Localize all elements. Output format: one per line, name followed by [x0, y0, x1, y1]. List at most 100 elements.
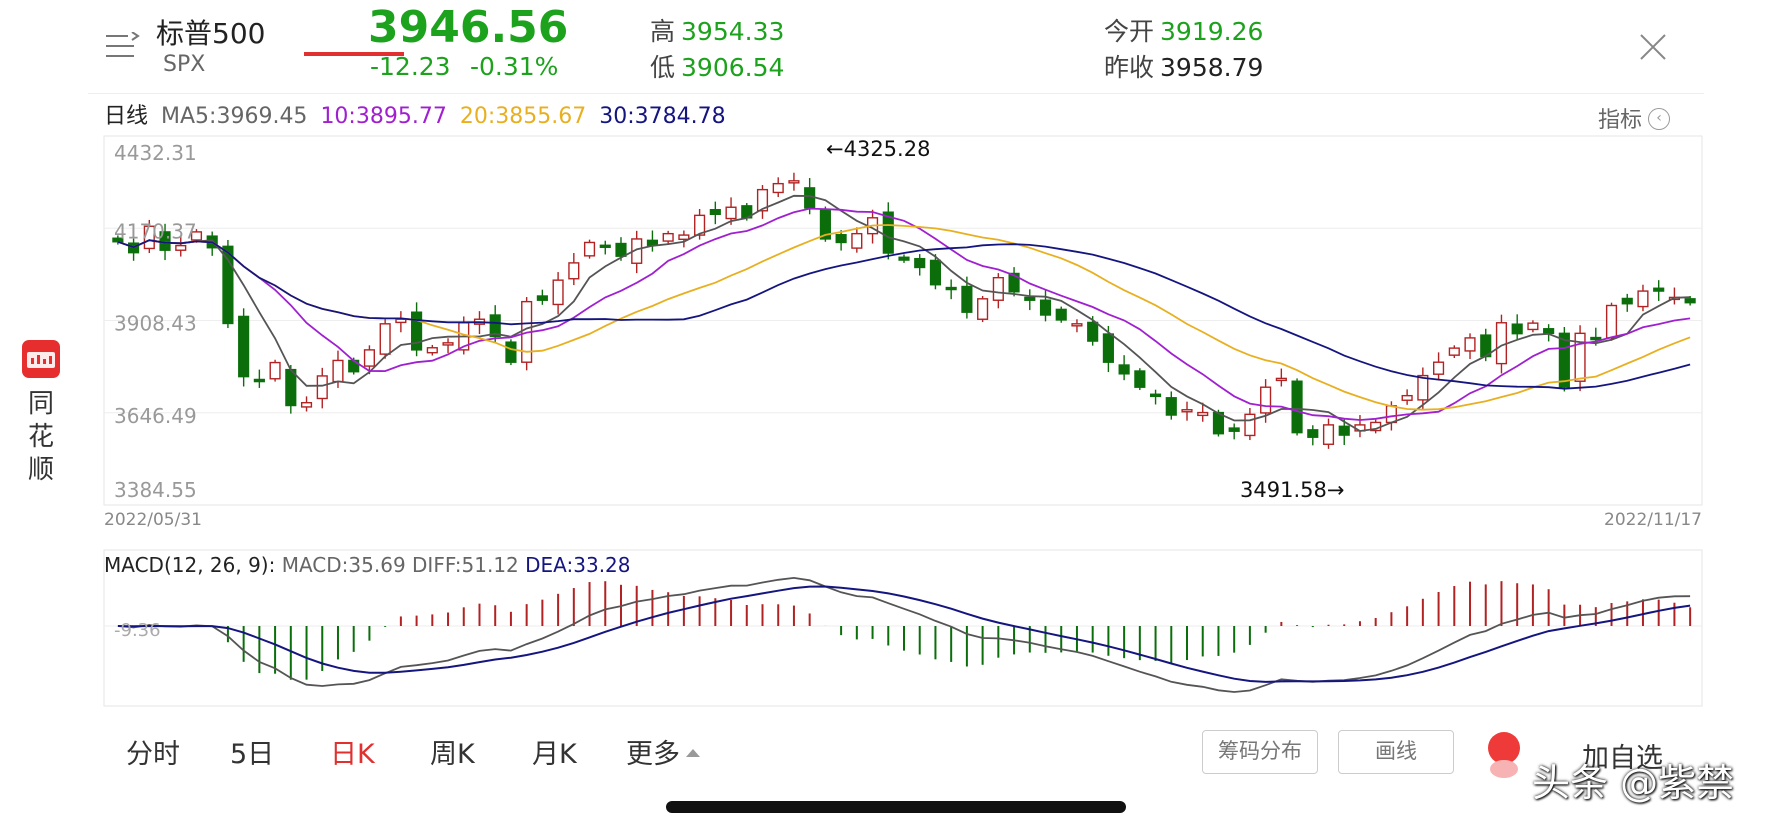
candle-down: [1118, 364, 1130, 375]
price-change-pct: -0.31%: [470, 52, 559, 81]
candle-down: [222, 245, 234, 325]
candle-up: [1401, 394, 1413, 401]
app-logo-icon[interactable]: [22, 340, 60, 378]
prev-close-label: 昨收: [1104, 53, 1155, 82]
candle-down: [1590, 336, 1602, 341]
candle-down: [1653, 287, 1665, 292]
candle-up: [725, 206, 737, 220]
kline-chart[interactable]: 4432.31 4170.37 3908.43 3646.49 3384.55 2022/…: [0, 0, 1792, 730]
candle-down: [914, 257, 926, 269]
candle-down: [1621, 297, 1633, 305]
candle-up: [1197, 411, 1209, 417]
ma10-label: 10:3895.77: [320, 104, 447, 129]
candle-down: [505, 341, 517, 363]
candle-up: [190, 231, 203, 241]
active-tab-underline: [304, 52, 404, 56]
low-value: 3906.54: [681, 53, 785, 82]
candle-up: [175, 244, 187, 251]
ma30-label: 30:3784.78: [599, 104, 726, 129]
candle-up: [1181, 409, 1193, 413]
diff-line: [117, 576, 1691, 693]
candle-up: [1433, 361, 1445, 375]
draw-line-button[interactable]: 画线: [1338, 730, 1454, 774]
home-indicator[interactable]: [666, 801, 1126, 813]
tab-intraday[interactable]: 分时: [126, 739, 180, 770]
macd-frame: [103, 549, 1703, 707]
chart-labels: 4432.31 4170.37 3908.43 3646.49 3384.55 2022/…: [104, 137, 1702, 641]
candle-up: [1244, 413, 1256, 437]
candle-down: [1307, 429, 1319, 438]
candle-up: [442, 342, 454, 346]
tab-more[interactable]: 更多: [626, 732, 700, 771]
low-stat: 低 3906.54: [650, 48, 784, 84]
chip-distribution-button[interactable]: 筹码分布: [1202, 730, 1318, 774]
candle-up: [851, 232, 863, 249]
candle-up: [583, 241, 596, 257]
menu-icon[interactable]: [106, 32, 140, 60]
candle-up: [977, 298, 989, 320]
close-icon[interactable]: [1638, 32, 1668, 62]
ma20-label: 20:3855.67: [459, 104, 587, 129]
add-favorite-button[interactable]: 加自选: [1582, 743, 1663, 774]
candle-down: [1087, 321, 1099, 342]
candle-down: [1291, 380, 1303, 434]
open-label: 今开: [1104, 17, 1155, 46]
candle-up: [1275, 377, 1287, 382]
tab-daily-k[interactable]: 日K: [330, 739, 375, 770]
candle-up: [1605, 304, 1618, 339]
candle-up: [316, 375, 328, 400]
candle-down: [1684, 298, 1696, 304]
y-tick-label: 3646.49: [114, 404, 197, 428]
macd-legend: MACD(12, 26, 9): MACD:35.69 DIFF:51.12 D…: [104, 553, 631, 577]
macd-y-tick: -9.36: [114, 620, 161, 641]
candle-down: [1102, 333, 1114, 363]
indicator-label: 指标: [1598, 108, 1643, 133]
ma5-label: MA5:3969.45: [161, 104, 308, 129]
candle-down: [285, 368, 297, 407]
candle-down: [945, 286, 957, 291]
macd-legend-item: DEA:33.28: [519, 553, 631, 577]
prev-close-stat: 昨收 3958.79: [1104, 48, 1263, 84]
candle-down: [112, 237, 124, 243]
candle-down: [1134, 370, 1146, 388]
candle-down: [1055, 308, 1067, 321]
candle-down: [1165, 397, 1177, 416]
price-change: -12.23: [370, 52, 451, 81]
dea-line: [117, 585, 1691, 683]
candle-down: [1008, 272, 1020, 293]
y-tick-label: 3384.55: [114, 478, 197, 502]
indicator-button[interactable]: 指标 ‹: [1598, 102, 1671, 134]
tab-monthly-k[interactable]: 月K: [532, 739, 577, 770]
candle-up: [379, 323, 391, 355]
tab-weekly-k[interactable]: 周K: [430, 739, 475, 770]
candle-up: [363, 349, 375, 367]
macd-legend-item: MACD:35.69: [275, 553, 405, 577]
candle-down: [599, 244, 611, 248]
candle-down: [1543, 328, 1555, 335]
tab-5day[interactable]: 5日: [230, 739, 275, 770]
high-annotation: ←4325.28: [826, 137, 930, 161]
candle-down: [1149, 393, 1162, 398]
candle-down: [804, 187, 816, 209]
candle-down: [1558, 332, 1570, 388]
candle-up: [426, 347, 438, 354]
candle-up: [1260, 386, 1272, 414]
candle-up: [678, 234, 690, 240]
high-label: 高: [650, 17, 676, 46]
macd-legend-item: DIFF:51.12: [406, 553, 519, 577]
y-tick-label: 4432.31: [114, 141, 197, 165]
candle-up: [269, 361, 281, 380]
candle-up: [300, 402, 313, 408]
high-stat: 高 3954.33: [650, 12, 784, 48]
candle-up: [1464, 337, 1476, 352]
stock-code: SPX: [163, 52, 206, 77]
macd-legend-item: MACD(12, 26, 9):: [104, 553, 275, 577]
add-favorite-icon[interactable]: [1488, 732, 1520, 764]
app-name-char-2: 花: [27, 422, 54, 452]
ma-legend: 日线 MA5:3969.45 10:3895.77 20:3855.67 30:…: [104, 98, 732, 130]
watermark: 头条 @紫禁: [1532, 761, 1735, 805]
caret-up-icon: [686, 748, 700, 757]
header-divider: [88, 93, 1704, 94]
ma5-line: [117, 194, 1691, 432]
open-stat: 今开 3919.26: [1104, 12, 1263, 48]
